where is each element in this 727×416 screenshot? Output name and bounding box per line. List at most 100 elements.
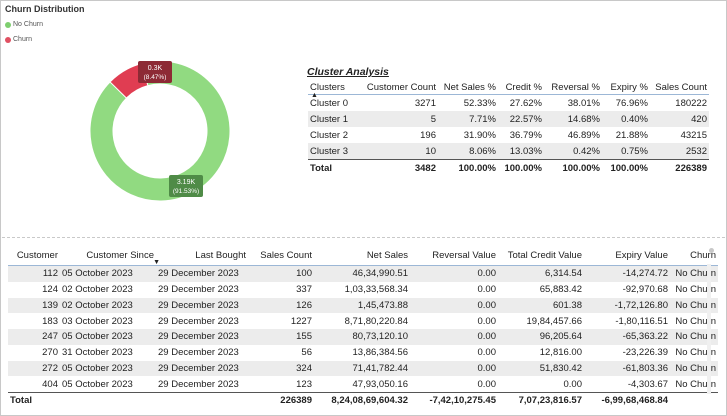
table-cell: 71,41,782.44 [314, 360, 410, 377]
table-cell: 139 [8, 297, 60, 314]
more-options-icon[interactable] [709, 248, 714, 253]
table-cell: 0.00 [477, 347, 497, 359]
column-header[interactable]: Expiry Value [615, 250, 668, 261]
svg-text:(8.47%): (8.47%) [144, 74, 167, 81]
table-cell: No Churn [670, 360, 718, 377]
table-cell: 0.40% [602, 111, 650, 127]
table-cell: 123 [296, 378, 312, 390]
table-row[interactable]: 124 02 October 2023 29 December 2023 337 1,0… [8, 282, 718, 298]
table-row[interactable]: 270 31 October 2023 29 December 2023 56 13,8… [8, 345, 718, 361]
table-row[interactable]: 112 05 October 2023 29 December 2023 100 46,… [8, 264, 718, 282]
table-cell: -1,80,116.51 [615, 315, 668, 327]
table-cell: 0.00 [410, 297, 498, 314]
table-scrollbar[interactable] [707, 264, 711, 394]
table-cell: 03 October 2023 [62, 315, 133, 327]
table-cell: 8,71,80,220.84 [344, 315, 408, 327]
table-cell: 100 [248, 264, 314, 282]
column-header-clusters[interactable]: Clusters ▲ [310, 81, 345, 100]
table-row[interactable]: Cluster 0 3271 52.33% 27.62% 38.01% 76.9… [308, 94, 709, 111]
table-cell: 29 December 2023 [156, 360, 248, 377]
column-header[interactable]: Reversal % [551, 81, 600, 93]
column-header[interactable]: Net Sales % [443, 81, 496, 93]
table-cell: 21.88% [615, 129, 648, 141]
cluster-analysis-table: Clusters ▲ Customer Count Net Sales % Cre… [308, 80, 709, 177]
table-cell: 8.06% [438, 143, 498, 160]
column-header[interactable]: Sales Count [655, 81, 707, 93]
table-row[interactable]: 247 05 October 2023 29 December 2023 155 80,… [8, 329, 718, 345]
column-header[interactable]: Expiry % [610, 81, 648, 93]
cluster-analysis-title: Cluster Analysis [307, 66, 389, 78]
table-cell: 31.90% [463, 129, 496, 141]
table-cell: -65,363.22 [584, 329, 670, 345]
column-header[interactable]: Credit % [505, 81, 542, 93]
chart-title: Churn Distribution [5, 4, 85, 14]
legend-item-churn[interactable]: Churn [5, 36, 32, 43]
column-header[interactable]: Reversal Value [432, 250, 496, 261]
table-cell: 100.00% [544, 159, 602, 177]
table-cell: 0.00 [477, 315, 497, 327]
table-cell: 0.42% [544, 143, 602, 160]
table-cell: Cluster 2 [310, 129, 349, 141]
table-cell: 47,93,050.16 [352, 378, 408, 390]
table-cell: 05 October 2023 [62, 378, 133, 390]
table-row[interactable]: 139 02 October 2023 29 December 2023 126 1,4… [8, 297, 718, 314]
table-cell: 324 [248, 360, 314, 377]
table-cell: 100.00% [602, 159, 650, 177]
column-header[interactable]: Sales Count [260, 250, 312, 261]
table-cell: 13,86,384.56 [352, 347, 408, 359]
column-header[interactable]: Churn [690, 250, 716, 261]
legend-dot-icon [5, 36, 11, 43]
sort-ascending-icon: ▲ [311, 92, 318, 99]
table-cell: Cluster 1 [308, 111, 356, 127]
column-header-customer-since[interactable]: Customer Since ▼ [86, 250, 160, 266]
legend-label: No Churn [13, 21, 43, 28]
table-cell: 196 [420, 129, 436, 141]
table-cell: 29 December 2023 [156, 297, 248, 314]
table-row[interactable]: Cluster 1 5 7.71% 22.57% 14.68% 0.40% 42… [308, 111, 709, 127]
table-cell: 8,24,08,69,604.32 [314, 392, 410, 408]
legend-label: Churn [13, 36, 33, 43]
data-label-churn: 0.3K (8.47%) [138, 61, 172, 83]
table-cell: 601.38 [498, 297, 584, 314]
table-cell: 05 October 2023 [60, 329, 156, 345]
column-header[interactable]: Total Credit Value [507, 250, 582, 261]
table-cell: 43215 [680, 129, 707, 141]
table-cell: 29 December 2023 [156, 264, 248, 282]
table-cell: 29 December 2023 [158, 378, 239, 390]
legend-item-no-churn[interactable]: No Churn [5, 21, 43, 28]
table-cell: 0.00 [410, 264, 498, 282]
legend-dot-icon [5, 21, 11, 28]
table-cell: 38.01% [544, 94, 602, 111]
table-row[interactable]: 272 05 October 2023 29 December 2023 324 71,… [8, 360, 718, 377]
column-header[interactable]: Net Sales [366, 250, 408, 261]
table-cell: -23,226.39 [622, 347, 668, 359]
table-cell: 27.62% [498, 94, 544, 111]
table-cell: 13.03% [498, 143, 544, 160]
table-row[interactable]: 183 03 October 2023 29 December 2023 1227 8,… [8, 313, 718, 329]
table-cell: -14,274.72 [584, 264, 670, 282]
churn-donut-chart[interactable]: 3.19K (91.53%) 0.3K (8.47%) [0, 0, 300, 237]
column-header[interactable]: Customer Count [366, 81, 436, 93]
table-row[interactable]: Cluster 2 196 31.90% 36.79% 46.89% 21.88… [308, 127, 709, 143]
table-row[interactable]: Cluster 3 10 8.06% 13.03% 0.42% 0.75% 25… [308, 143, 709, 160]
table-total-row: Total 3482 100.00% 100.00% 100.00% 100.0… [308, 159, 709, 177]
table-total-row: Total 226389 8,24,08,69,604.32 -7,42,10,275… [8, 392, 718, 408]
column-header[interactable]: Last Bought [195, 250, 246, 261]
table-cell: 420 [650, 111, 709, 127]
table-cell: 0.00 [477, 284, 497, 296]
table-cell: 76.96% [602, 94, 650, 111]
table-cell: 1,45,473.88 [314, 297, 410, 314]
table-cell: -4,303.67 [627, 378, 668, 390]
table-cell: 0.75% [602, 143, 650, 160]
table-cell: 29 December 2023 [156, 329, 248, 345]
column-header[interactable]: Customer [16, 250, 58, 261]
table-cell: 247 [8, 329, 60, 345]
customer-table: Customer Customer Since ▼ Last Bought Sal… [8, 246, 718, 408]
table-cell: 0.00 [410, 329, 498, 345]
table-cell: Cluster 3 [308, 143, 356, 160]
table-row[interactable]: 404 05 October 2023 29 December 2023 123 47,… [8, 376, 718, 392]
table-header-row: Customer Customer Since ▼ Last Bought Sal… [8, 246, 718, 266]
donut-slice-no-churn[interactable] [89, 60, 231, 202]
table-cell: 5 [356, 111, 438, 127]
table-cell: 6,314.54 [498, 264, 584, 282]
